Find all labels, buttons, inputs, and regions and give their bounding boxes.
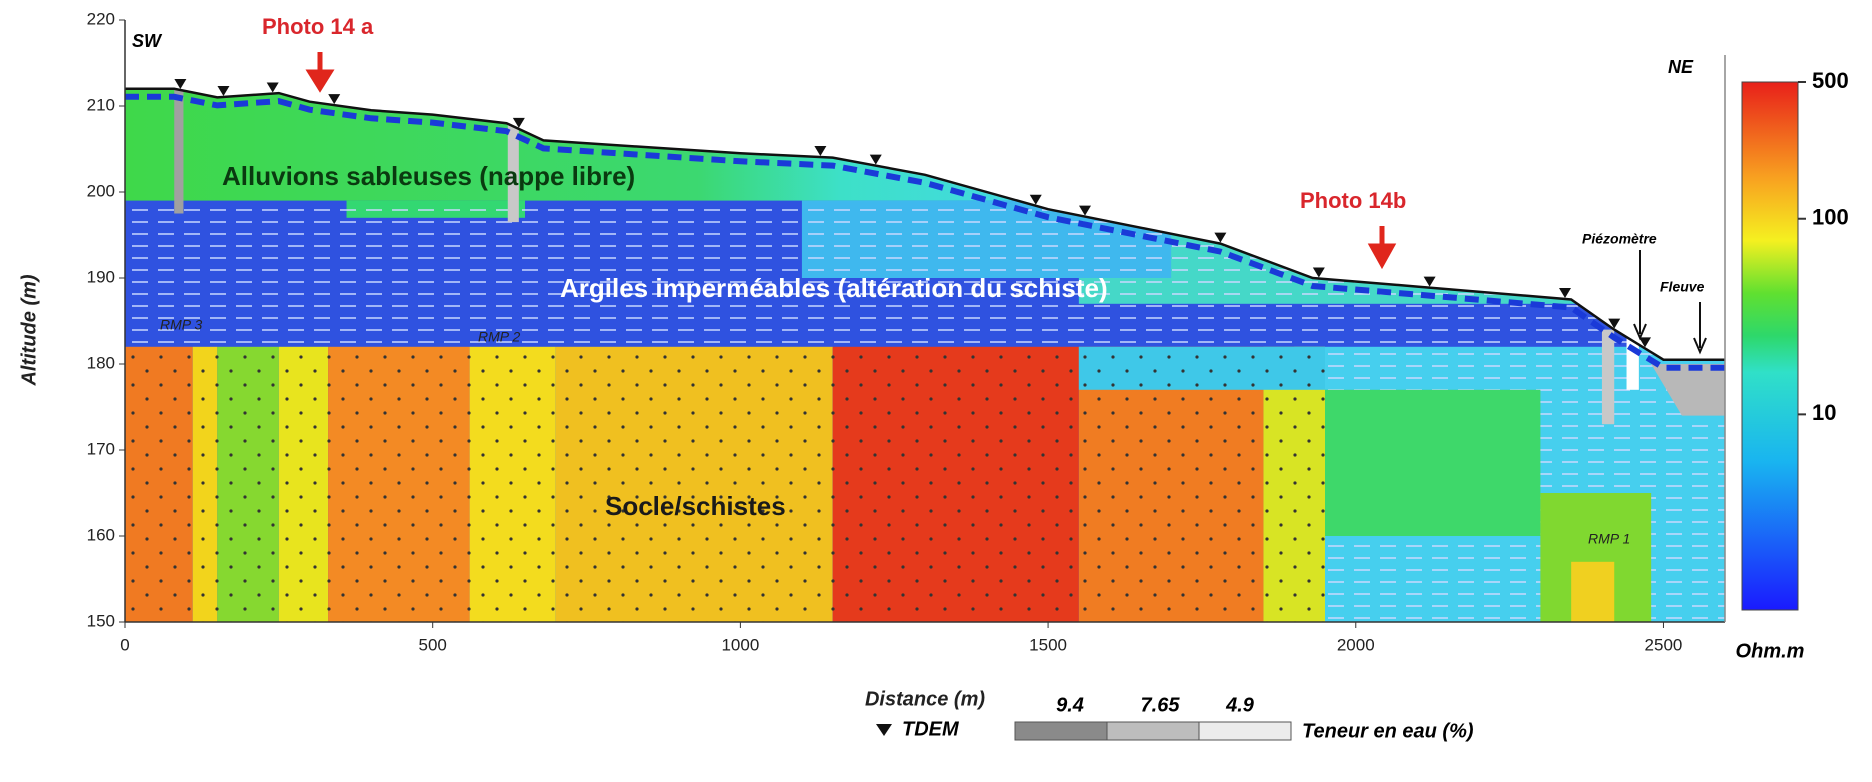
piezo-arrow: [1633, 250, 1647, 341]
surface-line: [125, 87, 1725, 361]
tdem-marker: [869, 154, 882, 165]
y-tick-label: 210: [87, 95, 115, 114]
tdem-legend-symbol: [876, 724, 892, 736]
rmp-label: RMP 1: [1588, 531, 1630, 547]
layer-band: [1571, 561, 1615, 622]
tdem-marker: [328, 94, 341, 105]
legend-value: 7.65: [1141, 694, 1181, 716]
ne-label: NE: [1668, 57, 1694, 77]
y-tick-label: 190: [87, 267, 115, 286]
tdem-marker: [1214, 232, 1227, 243]
x-tick-label: 1500: [1029, 635, 1067, 654]
legend-swatch: [1198, 721, 1292, 741]
well: [1601, 329, 1615, 425]
tdem-marker: [1639, 337, 1651, 348]
legend-label: TDEM: [902, 718, 960, 740]
tdem-marker: [1559, 287, 1571, 298]
legend-value: 4.9: [1225, 694, 1255, 716]
legend-swatch: [1106, 721, 1200, 741]
tdem-marker: [512, 117, 525, 128]
y-tick-label: 220: [87, 9, 115, 28]
photo-label: Photo 14b: [1300, 188, 1406, 213]
x-tick-label: 2500: [1645, 635, 1683, 654]
rmp-label: RMP 2: [478, 329, 520, 345]
colorbar-tick-label: 100: [1812, 205, 1849, 230]
fleuve-label: Fleuve: [1660, 279, 1705, 295]
y-tick-label: 200: [87, 181, 115, 200]
colorbar-tick-label: 10: [1812, 400, 1836, 425]
water-table: [125, 93, 1725, 371]
y-tick-label: 180: [87, 353, 115, 372]
colorbar: [1741, 81, 1799, 611]
well: [174, 88, 184, 214]
legend-value: 9.4: [1056, 694, 1084, 716]
y-tick-label: 170: [87, 439, 115, 458]
photo-label: Photo 14 a: [262, 14, 374, 39]
x-tick-label: 2000: [1337, 635, 1375, 654]
rmp-label: RMP 3: [160, 317, 202, 333]
y-tick-label: 150: [87, 611, 115, 630]
sw-label: SW: [132, 31, 163, 51]
well: [507, 123, 519, 223]
tdem-marker: [266, 82, 279, 93]
fleuve-arrow: [1693, 302, 1707, 355]
river: [1651, 364, 1725, 416]
x-tick-label: 500: [419, 635, 447, 654]
x-tick-label: 0: [120, 635, 129, 654]
tdem-marker: [814, 146, 827, 157]
legend-label: Teneur en eau (%): [1302, 720, 1474, 742]
tdem-marker: [217, 85, 230, 96]
photo-arrow: [1367, 226, 1397, 270]
photo-arrow: [305, 52, 335, 93]
y-tick-label: 160: [87, 525, 115, 544]
tdem-marker: [1079, 205, 1091, 216]
tdem-marker: [1312, 267, 1325, 278]
x-axis-label: Distance (m): [865, 688, 985, 710]
colorbar-tick-label: 500: [1812, 68, 1849, 93]
piezo-label: Piézomètre: [1582, 231, 1657, 247]
colorbar-label: Ohm.m: [1736, 640, 1805, 662]
legend-swatch: [1014, 721, 1108, 741]
x-tick-label: 1000: [721, 635, 759, 654]
tdem-marker: [1029, 194, 1042, 205]
tdem-marker: [1608, 318, 1621, 329]
layer-label: Socle/schistes: [605, 491, 786, 521]
layer-label: Alluvions sableuses (nappe libre): [222, 161, 635, 191]
tdem-marker: [174, 79, 187, 90]
y-axis-label: Altitude (m): [18, 274, 40, 386]
layer-band: [1325, 389, 1541, 536]
layer-band: [125, 346, 1325, 622]
tdem-marker: [1423, 276, 1436, 287]
layer-label: Argiles imperméables (altération du schi…: [560, 273, 1108, 303]
